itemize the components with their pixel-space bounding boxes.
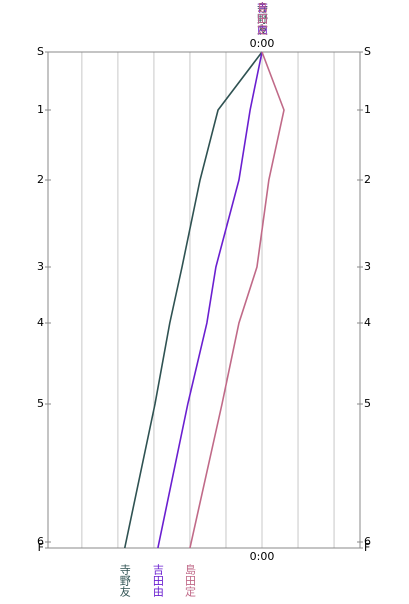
series-label: 寺野友	[118, 564, 131, 597]
y-tick-label: S	[364, 45, 371, 58]
x-tick-label: 0:00	[250, 37, 275, 50]
series-label: 寺野友	[256, 2, 269, 35]
series-line	[123, 51, 263, 549]
series-label: 吉田由	[151, 564, 164, 597]
series-label: 吉田由	[256, 2, 269, 35]
y-tick-label: 4	[37, 316, 44, 329]
y-tick-label: 2	[364, 173, 371, 186]
series-line	[157, 51, 263, 549]
y-tick-label: 1	[37, 103, 44, 116]
y-tick-label: 4	[364, 316, 371, 329]
y-tick-label: 2	[37, 173, 44, 186]
y-tick-label: F	[38, 541, 44, 554]
y-tick-label: 6	[364, 535, 371, 548]
x-tick-label: 0:00	[250, 550, 275, 563]
y-tick-label: 3	[364, 260, 371, 273]
y-tick-label: 5	[364, 397, 371, 410]
y-tick-label: 6	[37, 535, 44, 548]
series-label: 島田定	[256, 1, 269, 36]
series-line	[189, 51, 285, 549]
y-tick-label: 3	[37, 260, 44, 273]
series-label: 島田定	[183, 563, 196, 598]
y-tick-label: S	[37, 45, 44, 58]
y-tick-label: 1	[364, 103, 371, 116]
plot-frame	[47, 51, 361, 549]
y-tick-label: F	[364, 541, 370, 554]
y-tick-label: 5	[37, 397, 44, 410]
